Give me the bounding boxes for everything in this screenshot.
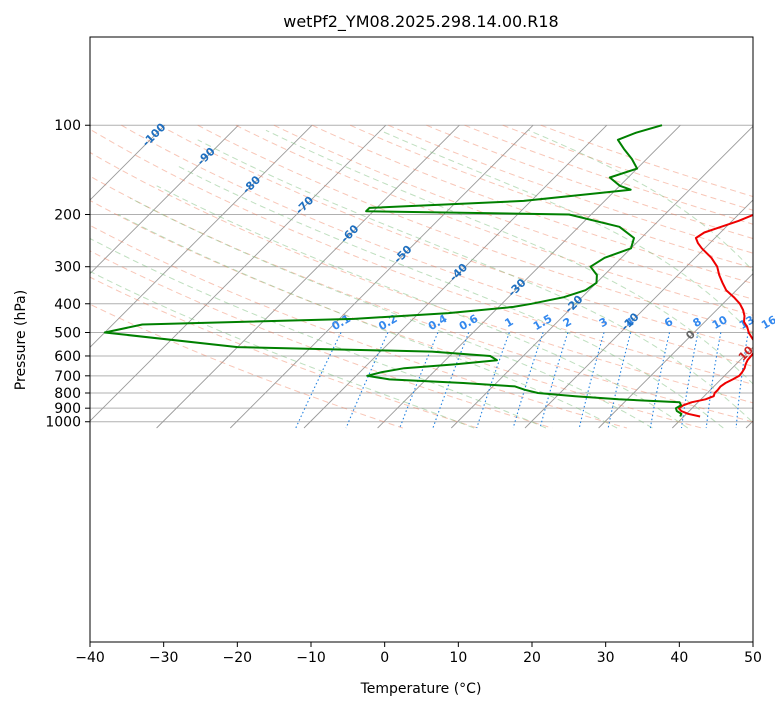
x-tick-label: −20 [223, 650, 253, 666]
mixing-ratio-line [345, 332, 389, 429]
dry-adiabat-line [540, 124, 753, 198]
isotherm-line [156, 124, 460, 429]
isotherm-line [229, 124, 534, 429]
isotherm-line [90, 124, 239, 275]
y-axis-label: Pressure (hPa) [13, 290, 29, 390]
x-tick-label: −10 [296, 650, 326, 666]
dewpoint-profile-line [103, 124, 683, 417]
chart-title: wetPf2_YM08.2025.298.14.00.R18 [283, 12, 558, 32]
isotherm-line [671, 346, 753, 429]
isotherm-line [598, 272, 753, 429]
thermo-background-lines [90, 124, 753, 429]
dry-adiabat-line [349, 124, 753, 269]
mixing-ratio-line [735, 332, 749, 429]
mixing-ratio-line [399, 332, 439, 429]
mixing-ratio-label: 16 [759, 313, 775, 332]
y-tick-label: 500 [54, 325, 81, 341]
isotherm-line [90, 124, 387, 422]
y-tick-label: 900 [54, 401, 81, 417]
isotherm-line [377, 124, 681, 429]
x-tick-label: 20 [523, 650, 541, 666]
dry-adiabat-line [90, 175, 753, 423]
isotherm-line [450, 125, 753, 429]
mixing-ratio-line [432, 332, 470, 429]
dry-adiabat-line [235, 124, 753, 316]
y-tick-label: 1000 [45, 415, 81, 431]
isotherm-line [303, 124, 608, 429]
mixing-ratio-line [512, 332, 544, 429]
y-tick-label: 300 [54, 260, 81, 276]
plot-frame [89, 36, 754, 643]
y-tick-label: 200 [54, 208, 81, 224]
dry-adiabat-line [90, 199, 702, 429]
moist-adiabat-line [156, 185, 689, 429]
moist-adiabat-line [129, 197, 653, 429]
y-tick-label: 700 [54, 369, 81, 385]
dry-adiabat-line [311, 124, 753, 284]
dry-adiabat-line [90, 128, 753, 385]
mixing-ratio-line [295, 332, 342, 429]
mixing-ratio-line [476, 332, 510, 429]
mixing-ratio-line [649, 332, 671, 429]
dry-adiabat-line [90, 303, 403, 429]
moist-adiabat-line [90, 237, 547, 429]
mixing-ratio-line [607, 332, 632, 429]
x-tick-label: 30 [597, 650, 615, 666]
mixing-ratio-line [578, 332, 605, 429]
x-tick-label: 40 [670, 650, 688, 666]
dry-adiabat-line [121, 124, 753, 367]
dry-adiabat-line [90, 224, 628, 429]
moist-adiabat-line [528, 129, 753, 272]
x-axis-ticks: −40 −30 −20 −10 0 10 20 30 40 50 [75, 642, 762, 666]
moist-adiabat-line [175, 164, 724, 429]
dry-adiabat-line [464, 124, 753, 225]
dry-adiabat-line [90, 151, 753, 404]
x-tick-label: 50 [744, 650, 762, 666]
y-tick-label: 400 [54, 297, 81, 313]
moist-adiabat-line [265, 129, 753, 385]
x-tick-label: 0 [380, 650, 389, 666]
mixing-ratio-line [705, 332, 722, 429]
isotherm-line [524, 199, 753, 429]
isotherm-line [90, 124, 166, 201]
dry-adiabat-line [273, 124, 753, 300]
dry-adiabat-line [426, 124, 753, 240]
dry-adiabat-line [197, 124, 753, 333]
y-tick-label: 100 [54, 118, 81, 134]
y-tick-label: 800 [54, 386, 81, 402]
y-tick-label: 600 [54, 349, 81, 365]
moist-adiabat-line [197, 139, 753, 424]
isotherm-line [90, 124, 313, 348]
moist-adiabat-line [90, 270, 475, 429]
x-tick-label: −30 [149, 650, 179, 666]
moist-adiabat-line [117, 214, 618, 429]
x-tick-label: 10 [449, 650, 467, 666]
sounding-traces [103, 124, 753, 418]
temperature-profile-line [677, 213, 753, 418]
dry-adiabat-line [159, 124, 753, 350]
mixing-ratio-line [539, 332, 569, 429]
x-axis-label: Temperature (°C) [360, 681, 482, 697]
dry-adiabat-line [90, 250, 553, 429]
moist-adiabat-line [379, 129, 753, 336]
x-tick-label: −40 [75, 650, 105, 666]
